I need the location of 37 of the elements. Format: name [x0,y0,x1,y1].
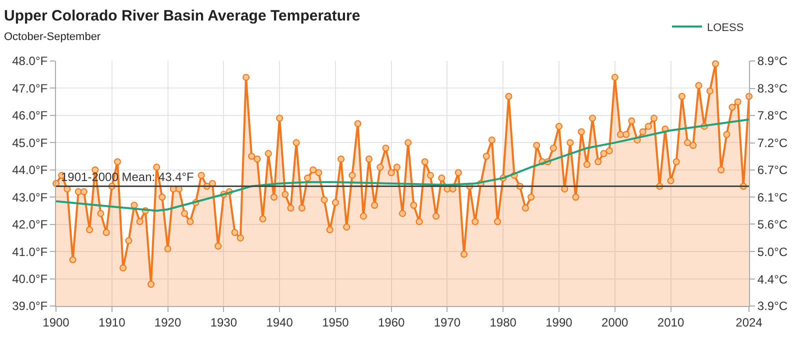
line-series [56,118,749,212]
y2-tick-label: 7.8°C [757,108,788,123]
y2-tick-label: 3.9°C [757,299,788,314]
x-tick-label: 1910 [98,315,126,330]
y-tick-label: 45.0°F [12,136,48,150]
y-tick-label: 43.0°F [12,190,48,204]
y2-tick-label: 7.2°C [757,136,788,150]
x-tick-label: 1930 [210,315,238,330]
y2-tick-label: 8.9°C [757,54,788,68]
x-tick-label: 2010 [657,315,684,330]
y-tick-label: 40.0°F [12,272,48,286]
x-tick-label: 1990 [546,315,573,330]
y-tick-label: 48.0°F [12,54,48,68]
x-tick-label: 1940 [266,315,294,330]
y2-tick-label: 4.4°C [757,272,788,286]
x-tick-label: 1920 [154,315,182,330]
y-tick-label: 41.0°F [12,244,48,259]
y2-tick-label: 5.6°C [757,217,788,232]
chart-title: Upper Colorado River Basin Average Temperature [4,7,360,24]
x-tick-label: 1960 [378,315,405,330]
y-tick-label: 47.0°F [12,81,48,96]
x-tick-label: 2000 [602,315,629,330]
y-tick-label: 42.0°F [12,218,48,232]
x-tick-label: 1900 [42,315,70,330]
x-tick-label: 2024 [736,315,763,330]
y2-tick-label: 5.0°C [757,244,788,259]
y2-tick-label: 6.1°C [757,190,788,204]
y2-tick-label: 8.3°C [757,82,788,96]
y-tick-label: 46.0°F [12,108,48,123]
x-tick-label: 1970 [434,315,461,330]
legend-label: LOESS [707,22,744,34]
y-tick-label: 44.0°F [12,163,48,178]
y2-tick-label: 6.7°C [757,162,788,177]
y-tick-label: 39.0°F [12,299,48,314]
x-tick-label: 1950 [322,315,350,330]
x-tick-label: 1980 [490,315,517,330]
chart-subtitle: October-September [4,30,101,43]
